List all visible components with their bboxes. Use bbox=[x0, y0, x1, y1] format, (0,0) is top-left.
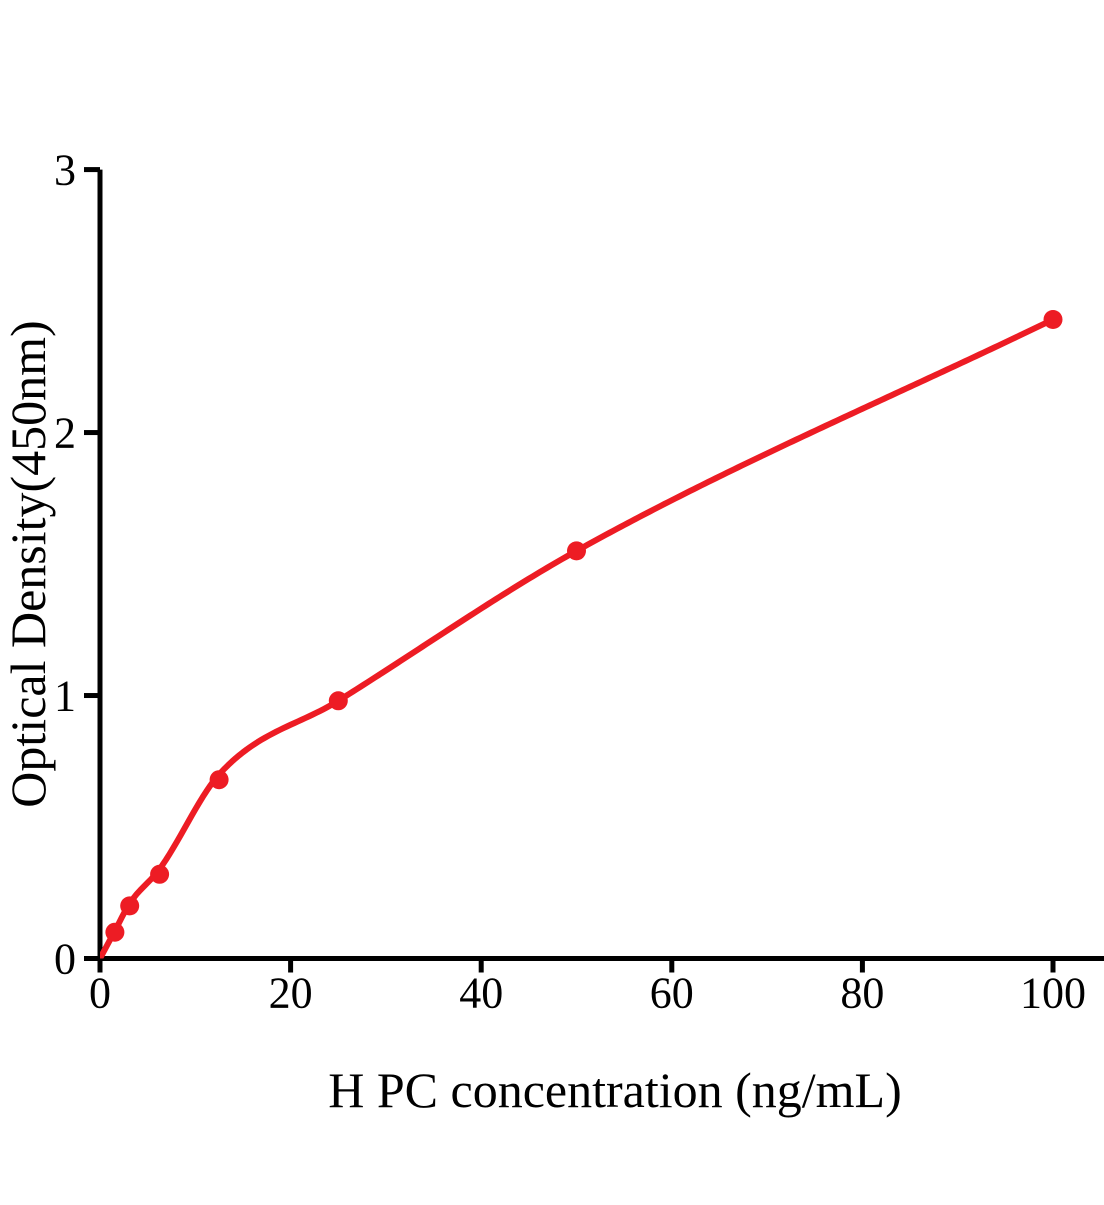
x-tick-label-40: 40 bbox=[459, 969, 503, 1018]
y-tick-label-3: 3 bbox=[54, 146, 76, 195]
data-points-layer bbox=[105, 310, 1062, 942]
x-tick-label-20: 20 bbox=[269, 969, 313, 1018]
data-point-6.25 bbox=[150, 865, 169, 884]
data-point-100 bbox=[1044, 310, 1063, 329]
x-tick-label-80: 80 bbox=[840, 969, 884, 1018]
x-tick-label-100: 100 bbox=[1020, 969, 1086, 1018]
x-tick-label-0: 0 bbox=[89, 969, 111, 1018]
data-point-3.12 bbox=[120, 896, 139, 915]
x-tick-label-60: 60 bbox=[650, 969, 694, 1018]
y-tick-label-0: 0 bbox=[54, 935, 76, 984]
x-axis-title: H PC concentration (ng/mL) bbox=[328, 1062, 902, 1118]
data-point-25 bbox=[329, 691, 348, 710]
y-tick-label-2: 2 bbox=[54, 409, 76, 458]
data-point-50 bbox=[567, 541, 586, 560]
axis-tick-labels: 0 20 40 60 80 100 0 1 2 3 bbox=[54, 146, 1086, 1018]
fit-curve bbox=[100, 319, 1053, 958]
axes bbox=[98, 170, 1104, 959]
axis-ticks bbox=[84, 170, 1053, 973]
data-point-1.56 bbox=[105, 923, 124, 942]
data-point-12.5 bbox=[210, 770, 229, 789]
y-tick-label-1: 1 bbox=[54, 672, 76, 721]
y-axis-title: Optical Density(450nm) bbox=[0, 320, 56, 807]
fit-curve-layer bbox=[100, 319, 1053, 958]
